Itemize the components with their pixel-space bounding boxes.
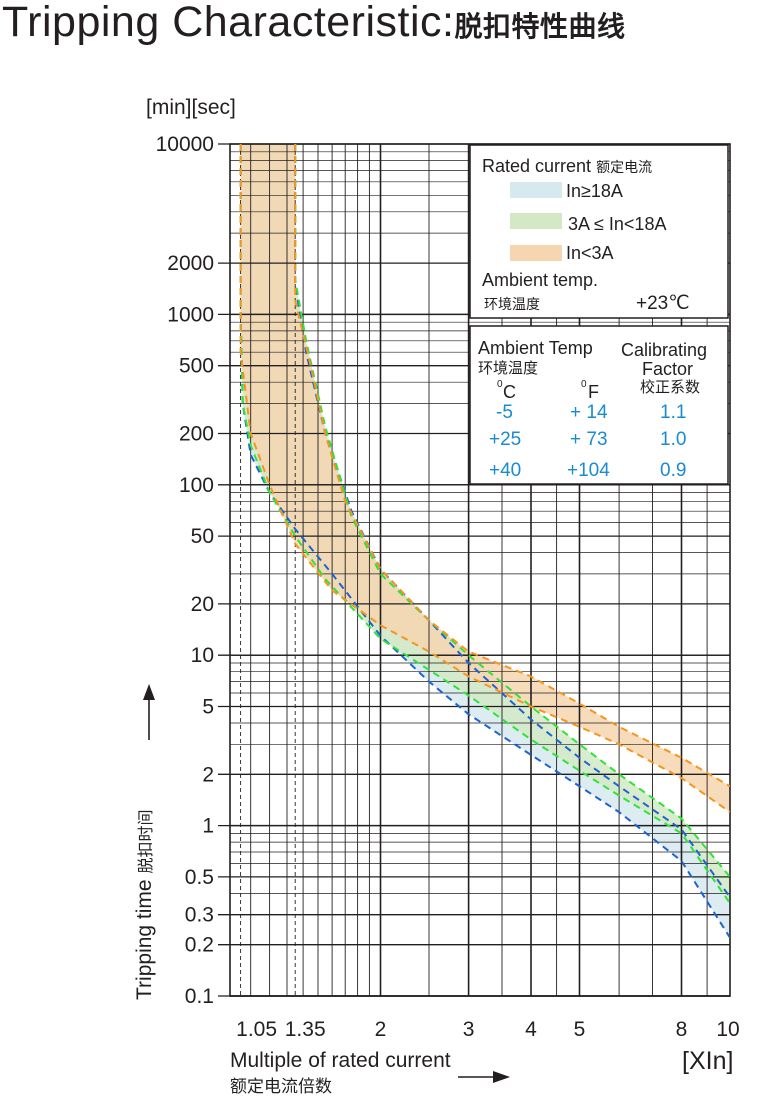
table-row-2-c: +25 — [489, 429, 521, 450]
table-row-2-factor: 1.0 — [660, 429, 686, 450]
title-cn: 脱扣特性曲线 — [454, 11, 626, 42]
table-row-3-c: +40 — [489, 460, 521, 481]
curve-edges — [239, 144, 730, 939]
y-tick-label: 0.5 — [185, 866, 214, 889]
legend-swatch-orange — [510, 245, 562, 261]
ambient-value: +23℃ — [636, 293, 690, 314]
table-row-3-f: +104 — [567, 460, 610, 481]
y-tick-label: 20 — [191, 593, 214, 616]
x-tick-label: 5 — [574, 1018, 586, 1041]
y-tick-label: 200 — [179, 423, 214, 446]
correction-table: Ambient Temp 环境温度 0 C 0 F Calibrating Fa… — [469, 325, 729, 485]
x-tick-label: 10 — [716, 1018, 739, 1041]
y-tick-label: 1 — [202, 815, 214, 838]
table-row-3-factor: 0.9 — [660, 460, 686, 481]
y-tick-label: 2 — [202, 763, 214, 786]
x-axis-label: Multiple of rated current — [230, 1049, 451, 1072]
y-axis-arrow — [143, 684, 155, 740]
table-row-1-c: -5 — [496, 402, 513, 423]
legend-entry-1: In≥18A — [566, 181, 623, 201]
deg-mark-f: 0 — [581, 379, 587, 390]
x-tick-label: 1.35 — [285, 1018, 326, 1041]
y-units-label: [min][sec] — [146, 96, 236, 119]
y-tick-label: 2000 — [167, 252, 214, 275]
y-axis-label: Tripping time 脱扣时间 — [133, 810, 156, 1000]
y-tick-label: 50 — [191, 525, 214, 548]
x-tick-label: 3 — [463, 1018, 475, 1041]
legend-entry-3: In<3A — [566, 243, 614, 263]
table-col1-title: Ambient Temp — [478, 338, 593, 358]
table-col2-title-cn: 校正系数 — [640, 379, 700, 396]
legend-entry-2: 3A ≤ In<18A — [568, 214, 666, 234]
legend-title: Rated current 额定电流 — [482, 156, 652, 176]
y-tick-label: 10 — [191, 644, 214, 667]
x-tick-label: 2 — [375, 1018, 387, 1041]
curve-edge-3-upper — [294, 144, 730, 788]
y-tick-label: 5 — [202, 696, 214, 719]
legend-swatch-green — [510, 213, 562, 229]
unit-c: C — [503, 382, 516, 402]
table-col2-title-1: Calibrating — [621, 340, 707, 360]
legend-swatch-blue — [510, 182, 562, 198]
unit-f: F — [588, 382, 599, 402]
y-tick-label: 10000 — [156, 133, 214, 156]
y-tick-label: 100 — [179, 474, 214, 497]
x-units-label: [XIn] — [682, 1047, 733, 1075]
x-axis-arrow — [458, 1071, 510, 1083]
deg-mark-c: 0 — [497, 379, 503, 390]
table-row-1-f: + 14 — [570, 402, 608, 423]
y-tick-label: 500 — [179, 355, 214, 378]
tick-labels: 10000200010005002001005020105210.50.30.2… — [156, 133, 740, 1041]
table-col1-title-cn: 环境温度 — [478, 359, 538, 377]
title-en: Tripping Characteristic: — [2, 0, 455, 46]
y-tick-label: 0.2 — [185, 934, 214, 957]
x-tick-label: 8 — [676, 1018, 688, 1041]
x-axis-label-cn: 额定电流倍数 — [230, 1077, 332, 1096]
y-tick-label: 0.1 — [185, 985, 214, 1008]
table-col2-title-2: Factor — [642, 359, 693, 379]
table-row-2-f: + 73 — [570, 429, 608, 450]
x-tick-label: 4 — [525, 1018, 537, 1041]
page-title: Tripping Characteristic:脱扣特性曲线 — [2, 0, 626, 47]
x-tick-label: 1.05 — [236, 1018, 277, 1041]
ambient-label: Ambient temp. — [482, 270, 598, 290]
y-tick-label: 0.3 — [185, 904, 214, 927]
plot-frame — [229, 143, 731, 997]
y-tick-label: 1000 — [167, 303, 214, 326]
table-row-1-factor: 1.1 — [660, 402, 686, 423]
curve-edge-2-lower — [239, 144, 730, 904]
legend: Rated current 额定电流 In≥18A 3A ≤ In<18A In… — [469, 144, 729, 319]
ambient-label-cn: 环境温度 — [484, 296, 540, 312]
curve-edge-3-lower — [239, 144, 730, 813]
